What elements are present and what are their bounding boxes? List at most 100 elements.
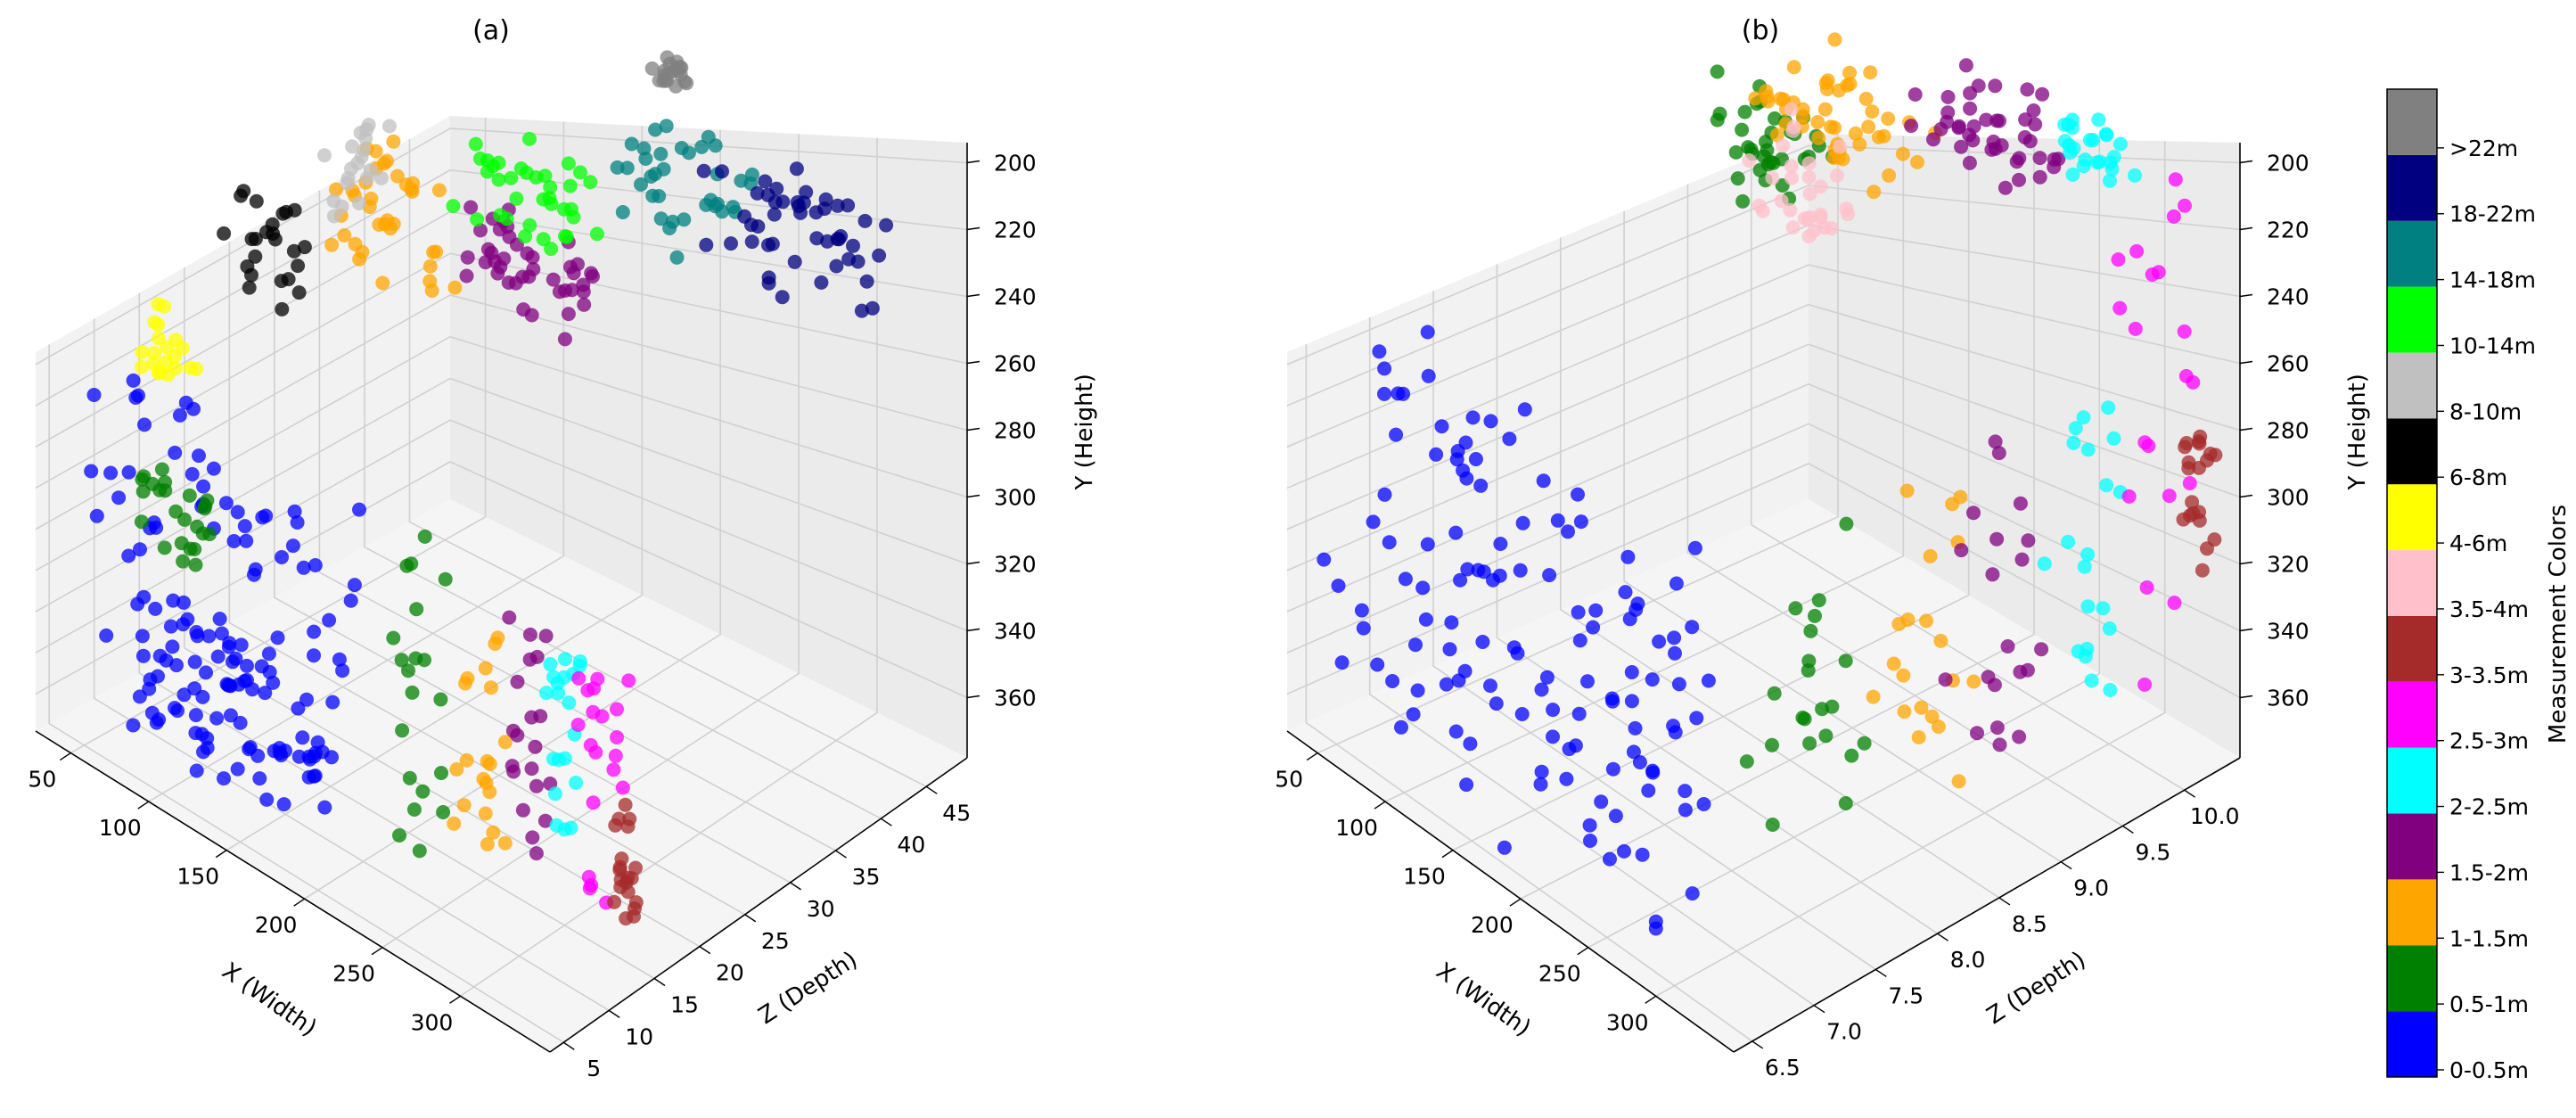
data-point <box>402 770 417 785</box>
colorbar-swatch->22m <box>2387 89 2437 155</box>
depth-axis-line <box>1733 757 2241 1053</box>
data-point <box>2177 324 2192 339</box>
data-point <box>187 654 202 670</box>
height-axis-label: Y (Height) <box>2344 374 2371 490</box>
data-point <box>644 61 660 76</box>
data-point <box>1923 548 1938 563</box>
data-point <box>536 232 551 247</box>
series-0.5-1m <box>1710 64 1872 832</box>
colorbar-label-0-0.5m: 0-0.5m <box>2449 1057 2529 1083</box>
height-tick <box>966 160 980 164</box>
data-point <box>344 161 358 177</box>
data-point <box>589 226 604 242</box>
depth-tick-label: 10 <box>625 1023 653 1049</box>
data-point <box>1468 452 1483 466</box>
grid-line-height <box>1286 185 2241 407</box>
data-point <box>694 139 710 154</box>
depth-tick-label: 6.5 <box>1765 1055 1801 1081</box>
data-point <box>217 771 231 786</box>
data-point <box>767 207 782 222</box>
data-point <box>1786 119 1801 135</box>
data-point <box>510 674 525 689</box>
data-point <box>177 512 192 527</box>
height-tick <box>966 695 980 699</box>
data-point <box>610 702 624 717</box>
data-point <box>1624 694 1639 709</box>
data-point <box>395 723 410 738</box>
data-point <box>656 161 671 177</box>
depth-tick-label: 45 <box>942 800 971 826</box>
data-point <box>1410 683 1425 698</box>
data-point <box>249 193 264 209</box>
data-point <box>634 177 648 192</box>
data-point <box>415 784 431 799</box>
data-point <box>359 170 374 185</box>
x-tick-label: 50 <box>28 767 56 793</box>
data-point <box>364 191 379 206</box>
data-point <box>230 761 245 777</box>
grid-line-x <box>1655 141 2166 997</box>
data-point <box>2111 252 2126 267</box>
grid-line-x <box>1587 139 2101 949</box>
data-point <box>322 612 337 628</box>
data-point <box>744 234 759 250</box>
data-point <box>2167 596 2182 611</box>
depth-tick <box>562 1041 575 1050</box>
x-tick <box>1509 898 1522 907</box>
series-0-0.5m <box>1317 325 1716 936</box>
colorbar-swatch-10-14m <box>2387 286 2437 353</box>
data-point <box>157 299 172 314</box>
data-point <box>1463 736 1478 752</box>
data-point <box>528 739 543 754</box>
colorbar-label-2.5-3m: 2.5-3m <box>2449 728 2529 754</box>
data-point <box>750 185 765 201</box>
data-point <box>576 277 591 292</box>
data-point <box>1866 689 1881 704</box>
data-point <box>1572 633 1587 648</box>
data-point <box>1624 665 1639 679</box>
data-point <box>524 710 539 725</box>
data-point <box>135 629 150 644</box>
data-point <box>2128 321 2143 336</box>
data-point <box>2104 161 2120 177</box>
data-point <box>290 515 305 530</box>
series-3-3.5m <box>2176 429 2223 578</box>
data-point <box>724 236 738 251</box>
data-point <box>620 884 636 900</box>
data-point <box>1795 109 1810 124</box>
data-point <box>476 771 491 786</box>
data-point <box>1666 719 1681 734</box>
data-point <box>405 685 420 700</box>
data-point <box>1838 654 1853 669</box>
data-point <box>1648 914 1663 929</box>
data-point <box>846 238 860 253</box>
data-point <box>2020 662 2035 678</box>
data-point <box>1573 514 1588 530</box>
data-point <box>2181 461 2196 476</box>
height-tick <box>2239 160 2253 164</box>
depth-axis-label: Z (Depth) <box>1982 947 2091 1031</box>
x-tick-label: 300 <box>1606 1009 1649 1035</box>
height-tick-label: 340 <box>994 619 1037 645</box>
data-point <box>648 122 663 137</box>
colorbar-swatch-3.5-4m <box>2387 550 2437 616</box>
data-point <box>406 176 421 191</box>
height-tick-label: 240 <box>2267 284 2309 310</box>
data-point <box>516 302 531 317</box>
data-point <box>644 169 659 184</box>
data-point <box>2191 434 2206 449</box>
data-point <box>1784 159 1799 174</box>
data-point <box>133 542 147 557</box>
data-point <box>1580 674 1595 689</box>
data-point <box>1760 157 1776 172</box>
data-point <box>1881 111 1896 127</box>
data-point <box>163 619 178 634</box>
height-tick <box>966 293 980 298</box>
data-point <box>212 612 227 627</box>
data-point <box>1988 434 2003 449</box>
data-point <box>1687 540 1702 555</box>
height-tick-label: 340 <box>2267 619 2309 645</box>
data-point <box>2068 421 2083 436</box>
data-point <box>258 508 274 523</box>
data-point <box>2099 127 2114 143</box>
